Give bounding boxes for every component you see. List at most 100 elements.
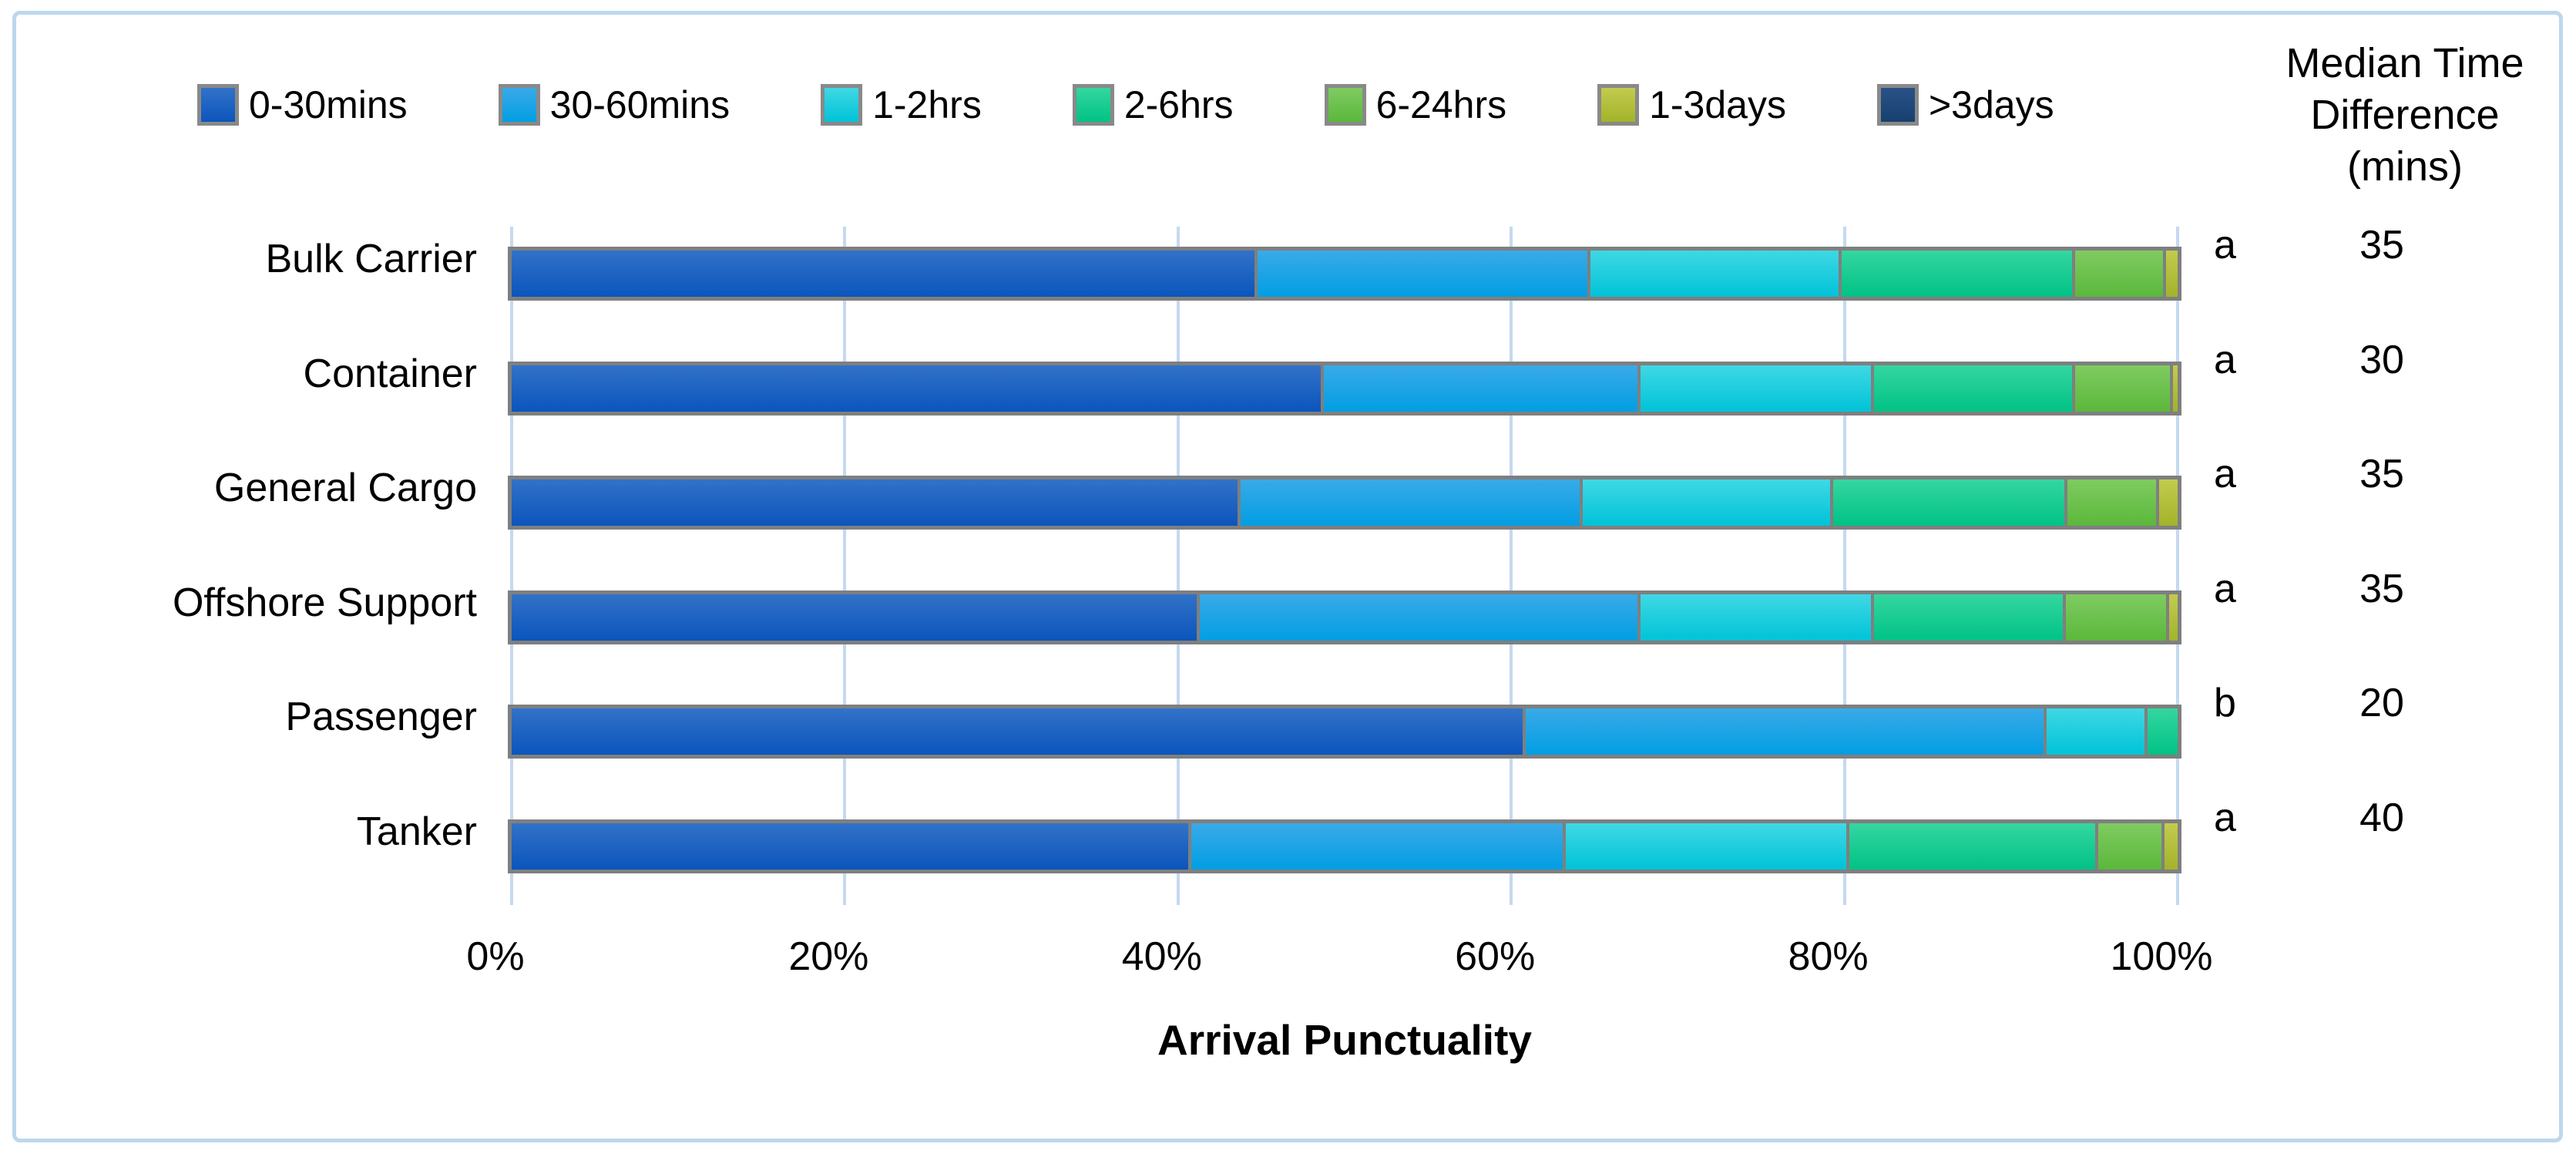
x-axis-title: Arrival Punctuality: [1157, 1016, 1532, 1064]
bar-segment-30-60mins: [1323, 365, 1637, 412]
bar-segment-30-60mins: [1257, 251, 1588, 297]
bar-segment-2-6hrs: [1874, 594, 2063, 641]
gridline-60: [1510, 227, 1513, 905]
significance-letter: a: [2214, 337, 2236, 382]
gridline-20: [843, 227, 847, 905]
stacked-bar-Offshore Support: [508, 590, 2181, 644]
bar-segment-0-30mins: [512, 251, 1254, 297]
stacked-bar-Passenger: [508, 705, 2181, 759]
legend-swatch-icon: [821, 84, 863, 126]
significance-letter: a: [2214, 223, 2236, 267]
legend-item-2-6hrs: 2-6hrs: [1072, 82, 1234, 127]
bar-segment-0-30mins: [512, 479, 1238, 527]
legend-label: >3days: [1928, 83, 2054, 126]
bar-segment-2-6hrs: [1849, 823, 2096, 870]
bar-segment-1-3days: [2169, 594, 2178, 641]
bar-segment-1-3days: [2172, 365, 2178, 412]
legend-item-0-30mins: 0-30mins: [197, 82, 408, 127]
median-value: 35: [2359, 566, 2404, 611]
legend-swatch-icon: [197, 84, 239, 126]
x-tick-label: 20%: [788, 934, 869, 979]
category-label: Tanker: [356, 809, 477, 854]
bar-segment-0-30mins: [512, 708, 1523, 755]
bar-segment-1-3days: [2166, 251, 2178, 297]
median-value: 35: [2359, 452, 2404, 497]
significance-letter: a: [2214, 566, 2236, 611]
significance-letter: b: [2214, 681, 2236, 726]
legend-item-6-24hrs: 6-24hrs: [1324, 82, 1507, 127]
bar-segment-1-3days: [2159, 479, 2178, 527]
bar-segment-6-24hrs: [2065, 594, 2167, 641]
median-value: 35: [2359, 223, 2404, 267]
category-label: Bulk Carrier: [265, 237, 478, 281]
chart-frame: 0-30mins 30-60mins 1-2hrs 2-6hrs 6-24hrs 1-3d…: [12, 11, 2563, 1142]
legend-label: 30-60mins: [549, 83, 730, 126]
median-header-line: (mins): [2347, 143, 2463, 190]
x-tick-label: 80%: [1788, 934, 1869, 979]
legend-item-1-2hrs: 1-2hrs: [821, 82, 982, 127]
significance-letter: a: [2214, 796, 2236, 840]
stacked-bar-Bulk Carrier: [508, 247, 2181, 301]
median-value: 20: [2359, 681, 2404, 726]
bar-segment-6-24hrs: [2075, 251, 2163, 297]
significance-letter: a: [2214, 452, 2236, 497]
legend-swatch-icon: [498, 84, 540, 126]
legend-label: 6-24hrs: [1375, 83, 1507, 126]
bar-segment-0-30mins: [512, 365, 1321, 412]
bar-segment-30-60mins: [1191, 823, 1563, 870]
stacked-bar-Container: [508, 361, 2181, 416]
bar-segment-2-6hrs: [1832, 479, 2064, 527]
gridline-80: [1842, 227, 1846, 905]
plot-area: [508, 227, 2181, 905]
bar-segment-1-2hrs: [2047, 708, 2145, 755]
category-label: General Cargo: [213, 466, 477, 511]
bar-segment-6-24hrs: [2098, 823, 2161, 870]
category-label: Offshore Support: [172, 580, 477, 625]
bar-segment-1-2hrs: [1640, 365, 1872, 412]
median-value: 40: [2359, 796, 2404, 840]
legend-label: 1-2hrs: [872, 83, 982, 126]
median-header-line: Median Time: [2285, 40, 2524, 86]
bar-segment-6-24hrs: [2075, 365, 2170, 412]
x-tick-label: 100%: [2110, 934, 2213, 979]
legend-swatch-icon: [1324, 84, 1366, 126]
median-column-header: Median Time Difference (mins): [2232, 38, 2576, 193]
legend-item-1-3days: 1-3days: [1597, 82, 1786, 127]
median-header-line: Difference: [2310, 92, 2500, 138]
bar-segment-0-30mins: [512, 823, 1189, 870]
legend-swatch-icon: [1072, 84, 1114, 126]
x-tick-label: 0%: [466, 934, 525, 979]
bar-segment-1-3days: [2164, 823, 2178, 870]
legend-item->3days: >3days: [1876, 82, 2054, 127]
category-label: Passenger: [285, 695, 477, 740]
legend-label: 1-3days: [1649, 83, 1786, 126]
bar-segment-0-30mins: [512, 594, 1197, 641]
legend-swatch-icon: [1876, 84, 1919, 126]
bar-segment-1-2hrs: [1566, 823, 1847, 870]
bar-segment-2-6hrs: [1874, 365, 2073, 412]
bar-segment-2-6hrs: [2148, 708, 2178, 755]
median-value: 30: [2359, 337, 2404, 382]
legend-label: 0-30mins: [249, 83, 408, 126]
bar-segment-2-6hrs: [1841, 251, 2073, 297]
bar-segment-1-2hrs: [1590, 251, 1839, 297]
bar-segment-30-60mins: [1241, 479, 1580, 527]
gridline-0: [510, 227, 513, 905]
legend-label: 2-6hrs: [1123, 83, 1234, 126]
bar-segment-6-24hrs: [2067, 479, 2157, 527]
x-tick-label: 40%: [1121, 934, 1202, 979]
legend-item-30-60mins: 30-60mins: [498, 82, 730, 127]
legend: 0-30mins 30-60mins 1-2hrs 2-6hrs 6-24hrs 1-3d…: [197, 82, 2054, 127]
bar-segment-30-60mins: [1199, 594, 1637, 641]
bar-segment-30-60mins: [1525, 708, 2044, 755]
x-tick-label: 60%: [1455, 934, 1536, 979]
bar-segment-1-2hrs: [1640, 594, 1872, 641]
category-label: Container: [303, 351, 477, 396]
bar-segment-1-2hrs: [1582, 479, 1830, 527]
gridline-100: [2176, 227, 2179, 905]
gridline-40: [1176, 227, 1180, 905]
stacked-bar-Tanker: [508, 819, 2181, 873]
stacked-bar-General Cargo: [508, 476, 2181, 530]
legend-swatch-icon: [1597, 84, 1640, 126]
